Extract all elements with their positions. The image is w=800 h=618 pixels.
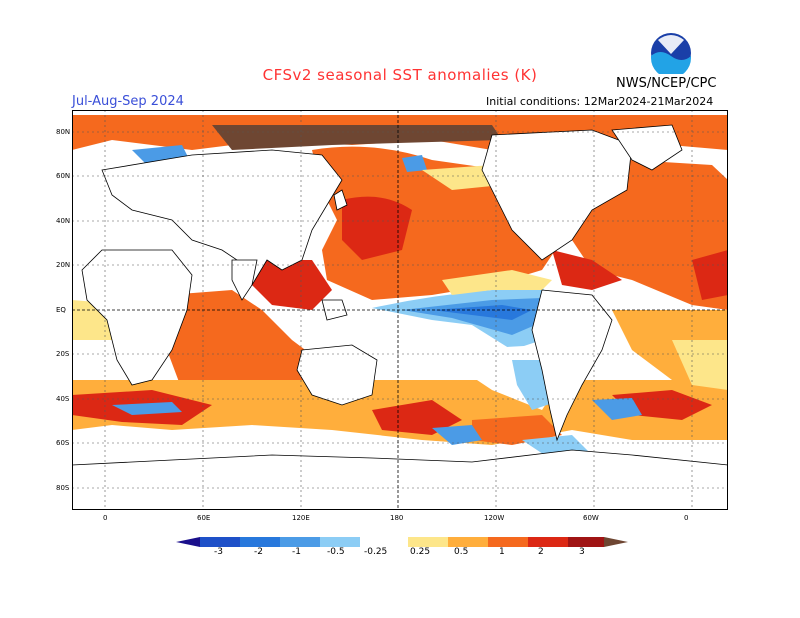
colorbar-label: -0.5 xyxy=(327,547,345,557)
colorbar-arrow-right xyxy=(604,537,628,547)
colorbar-label: -3 xyxy=(214,547,223,557)
lat-label-40n: 40N xyxy=(56,217,71,225)
colorbar-label: 1 xyxy=(499,547,505,557)
colorbar-label: 0.5 xyxy=(454,547,469,557)
lon-label-180: 180 xyxy=(390,514,404,522)
colorbar-label: -0.25 xyxy=(364,547,388,557)
lat-label-20s: 20S xyxy=(56,350,70,358)
lon-label-60e: 60E xyxy=(197,514,211,522)
season-label: Jul-Aug-Sep 2024 xyxy=(72,94,184,109)
colorbar-label: -2 xyxy=(254,547,263,557)
lat-label-60n: 60N xyxy=(56,172,71,180)
colorbar-label: 3 xyxy=(579,547,585,557)
lat-label-80s: 80S xyxy=(56,484,70,492)
lon-label-60w: 60W xyxy=(583,514,599,522)
cool-anomaly-regions xyxy=(112,145,642,460)
lat-label-eq: EQ xyxy=(56,306,66,314)
initial-conditions-label: Initial conditions: 12Mar2024-21Mar2024 xyxy=(486,95,714,108)
lat-label-40s: 40S xyxy=(56,395,70,403)
map-title: CFSv2 seasonal SST anomalies (K) xyxy=(262,66,538,84)
lat-label-20n: 20N xyxy=(56,261,71,269)
colorbar-label: 2 xyxy=(538,547,544,557)
colorbar xyxy=(176,537,628,547)
colorbar-label: 0.25 xyxy=(410,547,431,557)
equator-and-dateline xyxy=(72,110,728,510)
colorbar-arrow-left xyxy=(176,537,200,547)
arctic-extreme-anomaly xyxy=(212,125,502,150)
map-gridlines xyxy=(72,110,728,510)
lon-label-120w: 120W xyxy=(484,514,505,522)
land-masses xyxy=(71,124,729,511)
lat-label-80n: 80N xyxy=(56,128,71,136)
map-canvas xyxy=(71,110,729,511)
agency-label: NWS/NCEP/CPC xyxy=(616,76,717,91)
lat-label-60s: 60S xyxy=(56,439,70,447)
lon-label-0: 0 xyxy=(103,514,108,522)
lon-label-120e: 120E xyxy=(292,514,310,522)
colorbar-label: -1 xyxy=(292,547,301,557)
sst-anomaly-map xyxy=(71,110,729,514)
noaa-logo-icon xyxy=(651,33,691,74)
lon-label-0-east: 0 xyxy=(684,514,689,522)
